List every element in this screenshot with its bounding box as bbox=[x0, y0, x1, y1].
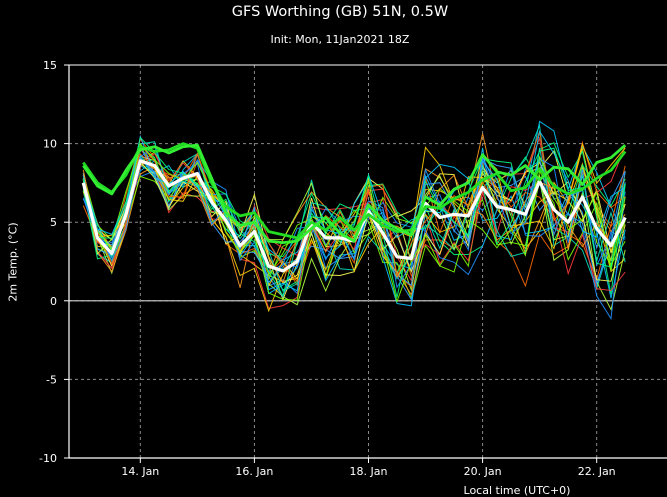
x-tick-label: 22. Jan bbox=[578, 465, 616, 478]
x-tick-label: 16. Jan bbox=[235, 465, 273, 478]
ensemble-member-line bbox=[82, 136, 626, 309]
y-tick-label: 15 bbox=[43, 59, 57, 72]
ensemble-member-line bbox=[82, 142, 626, 287]
y-tick-label: 5 bbox=[50, 216, 57, 229]
x-tick-label: 20. Jan bbox=[464, 465, 502, 478]
x-tick-label: 18. Jan bbox=[350, 465, 388, 478]
ensemble-member-line bbox=[82, 145, 626, 321]
ensemble-member-line bbox=[82, 136, 626, 298]
chart-title: GFS Worthing (GB) 51N, 0.5W bbox=[231, 4, 449, 20]
ensemble-member-line bbox=[82, 175, 626, 277]
series-layer bbox=[81, 120, 627, 321]
chart-subtitle: Init: Mon, 11Jan2021 18Z bbox=[270, 33, 410, 46]
ensemble-member-line bbox=[82, 157, 626, 289]
x-axis-label: Local time (UTC+0) bbox=[463, 484, 571, 497]
ensemble-member-line bbox=[82, 152, 626, 307]
y-tick-label: -10 bbox=[39, 452, 57, 465]
x-tick-label: 14. Jan bbox=[121, 465, 159, 478]
ensemble-member-line bbox=[82, 131, 626, 283]
operational-series-line bbox=[82, 143, 627, 245]
y-tick-label: -5 bbox=[46, 373, 57, 386]
axes-layer: -10 -5 0 5 10 15 14. Jan 16. Jan 18. Jan 20. Jan 2… bbox=[39, 59, 667, 478]
y-tick-label: 0 bbox=[50, 295, 57, 308]
grid-layer bbox=[69, 65, 667, 458]
y-tick-label: 10 bbox=[43, 138, 57, 151]
